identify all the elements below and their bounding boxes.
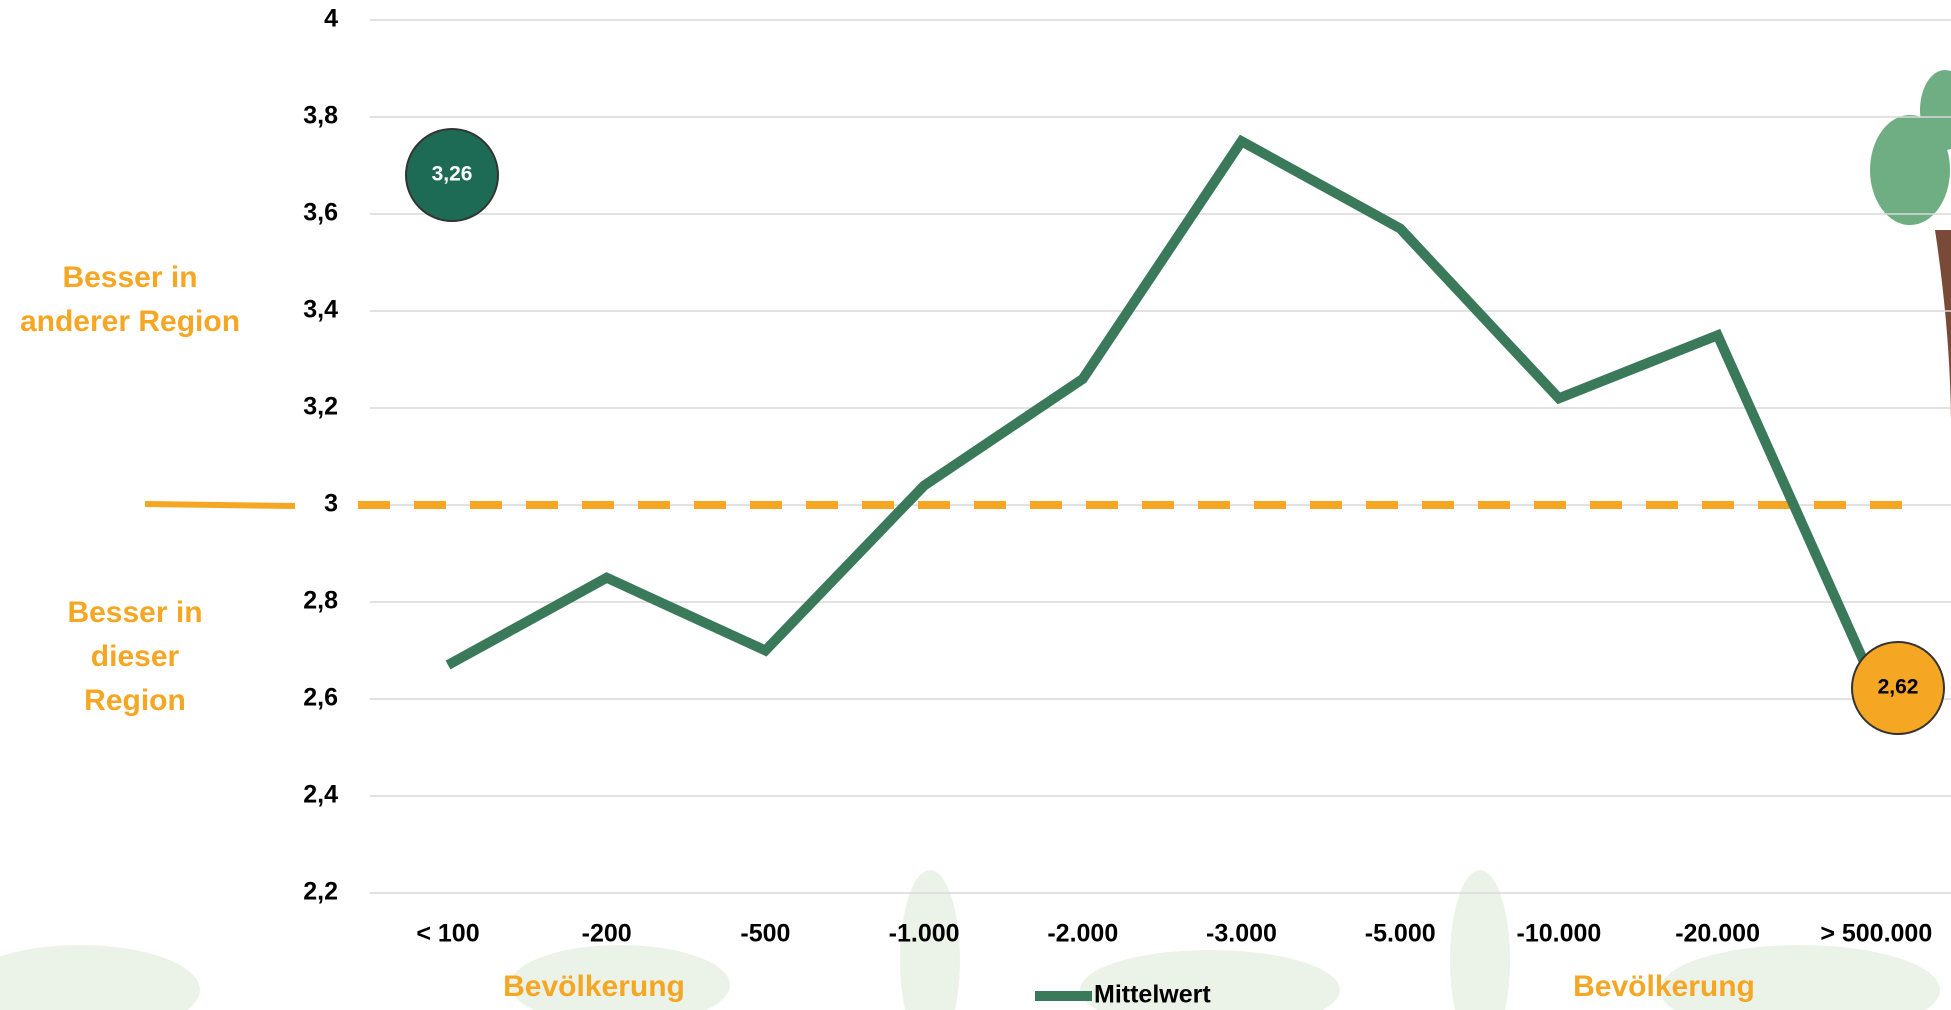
x-axis-label: Bevölkerung [1573, 970, 1755, 1003]
x-tick-label: -3.000 [1206, 920, 1277, 948]
y-tick-label: 3 [324, 490, 338, 518]
y-tick-label: 3,8 [303, 102, 338, 130]
annotation-badge [1851, 641, 1945, 735]
x-tick-label: -10.000 [1517, 920, 1602, 948]
y-tick-label: 3,2 [303, 393, 338, 421]
x-tick-label: -20.000 [1675, 920, 1760, 948]
background-leaves [0, 870, 1940, 1010]
y-tick-label: 2,4 [303, 781, 338, 809]
x-tick-label: < 100 [416, 920, 479, 948]
y-tick-label: 4 [324, 5, 338, 33]
x-axis-label: Bevölkerung [503, 970, 685, 1003]
region-label-below: Besser in dieser Region [67, 596, 203, 717]
x-tick-label: > 500.000 [1820, 920, 1932, 948]
region-label-above: Besser in anderer Region [19, 261, 241, 338]
x-tick-label: -1.000 [889, 920, 960, 948]
x-tick-label: -5.000 [1365, 920, 1436, 948]
x-tick-label: -2.000 [1047, 920, 1118, 948]
reference-stub [144, 501, 296, 509]
x-tick-label: -200 [582, 920, 632, 948]
y-tick-label: 3,4 [303, 296, 338, 324]
x-tick-label: -500 [740, 920, 790, 948]
data-line [445, 134, 1881, 692]
y-tick-label: 2,6 [303, 684, 338, 712]
annotation-badge [405, 128, 499, 222]
annotation-text: 3,26 [432, 163, 473, 186]
plant [1870, 70, 1951, 420]
annotation-text: 2,62 [1878, 676, 1919, 699]
legend-label: Mittelwert [1094, 981, 1211, 1009]
y-tick-label: 2,8 [303, 587, 338, 615]
y-tick-label: 2,2 [303, 878, 338, 906]
y-tick-label: 3,6 [303, 199, 338, 227]
